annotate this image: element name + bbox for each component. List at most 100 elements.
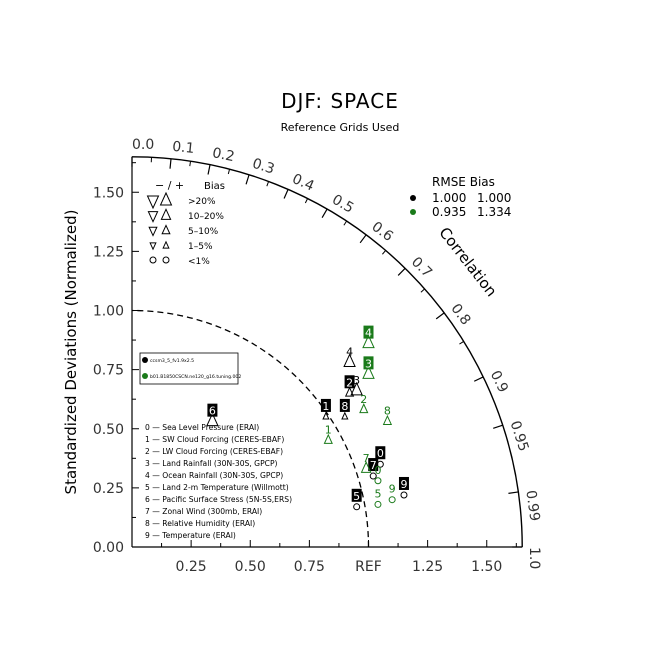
x-tick-label: 0.75 xyxy=(294,559,325,575)
data-point-ccsm3-4: 4 xyxy=(343,346,356,368)
point-label-box xyxy=(368,458,379,472)
point-label: 4 xyxy=(346,346,353,359)
y-tick-label: 1.25 xyxy=(93,244,124,260)
data-point-ccsm3-6: 6 xyxy=(206,403,219,427)
variable-label: 9 — Temperature (ERAI) xyxy=(145,531,236,540)
marker-triangle xyxy=(360,461,372,473)
x-tick-label: 1.25 xyxy=(412,559,443,575)
bias-legend-down-icon xyxy=(147,211,159,223)
bias-legend-label-header: Bias xyxy=(204,181,225,192)
point-label-box xyxy=(344,375,355,389)
bias-legend-up-icon xyxy=(160,208,172,220)
point-label-box xyxy=(398,476,409,490)
bias-legend-label: >20% xyxy=(188,197,216,207)
variable-label: 4 — Ocean Rainfall (30N-30S, GPCP) xyxy=(145,471,283,480)
point-label: 7 xyxy=(363,452,370,465)
chart-subtitle: Reference Grids Used xyxy=(281,121,400,134)
y-tick-label: 0.75 xyxy=(93,363,124,379)
data-point-ne120-7: 7 xyxy=(360,452,372,473)
variable-label: 7 — Zonal Wind (300mb, ERAI) xyxy=(145,507,262,516)
marker-triangle xyxy=(359,403,369,414)
variable-label: 5 — Land 2-m Temperature (Willmott) xyxy=(145,483,289,492)
point-label: 3 xyxy=(365,357,372,370)
rmse-bias-header: RMSE Bias xyxy=(432,175,495,189)
y-tick-label: 1.00 xyxy=(93,304,124,320)
data-point-ne120-0: 0 xyxy=(374,464,382,485)
variable-label: 3 — Land Rainfall (30N-30S, GPCP) xyxy=(145,459,278,468)
marker-triangle xyxy=(322,411,330,420)
bias-legend-label: <1% xyxy=(188,257,210,267)
corr-tick xyxy=(359,234,367,244)
outer-arc xyxy=(131,156,523,548)
bias-legend-up-icon xyxy=(159,191,173,206)
case-legend-label: b01.B1850CSCN.ne120_g16.tuning.002 xyxy=(150,374,241,380)
data-point-ne120-1: 1 xyxy=(323,424,333,444)
corr-minor-tick xyxy=(304,198,309,204)
point-label: 9 xyxy=(389,483,396,496)
case-legend-dot xyxy=(142,373,148,379)
bias-legend-down-icon xyxy=(149,242,157,251)
data-point-ccsm3-3: 3 xyxy=(350,374,363,396)
point-label: 9 xyxy=(400,478,407,491)
data-point-ccsm3-1: 1 xyxy=(320,398,331,420)
corr-minor-tick xyxy=(266,181,270,187)
corr-minor-tick xyxy=(227,169,231,175)
point-label: 2 xyxy=(346,376,353,389)
y-tick-label: 0.25 xyxy=(93,481,124,497)
point-label: 5 xyxy=(374,487,381,500)
x-tick-label: 1.50 xyxy=(471,559,502,575)
corr-tick xyxy=(321,208,328,219)
point-label-box xyxy=(339,398,350,412)
data-point-ne120-2: 2 xyxy=(359,393,369,414)
chart-title: DJF: SPACE xyxy=(281,89,399,113)
x-tick-label: 0.25 xyxy=(176,559,207,575)
corr-tick xyxy=(435,312,445,320)
marker-triangle xyxy=(206,412,219,427)
marker-triangle xyxy=(350,381,363,396)
case-legend-dot xyxy=(142,357,148,363)
corr-tick-label: 0.3 xyxy=(250,156,276,178)
data-point-ne120-8: 8 xyxy=(382,405,393,425)
x-tick-label: 0.50 xyxy=(235,559,266,575)
case-legend-box xyxy=(139,352,239,385)
rmse-legend-dot xyxy=(410,195,416,201)
point-label: 1 xyxy=(322,400,329,413)
corr-tick xyxy=(397,267,406,276)
corr-tick-label: 0.99 xyxy=(522,489,542,522)
marker-triangle xyxy=(382,414,393,425)
point-label-box xyxy=(363,325,374,339)
corr-tick-label: 0.2 xyxy=(211,145,236,165)
rmse-legend-value: 1.000 xyxy=(432,191,466,205)
corr-tick-label: 1.0 xyxy=(526,547,542,569)
marker-triangle xyxy=(323,433,333,444)
bias-legend-up-icon xyxy=(161,224,171,235)
corr-tick xyxy=(207,164,211,175)
point-label: 0 xyxy=(374,464,381,477)
bias-legend-label: 1–5% xyxy=(188,242,213,252)
rmse-legend-dot xyxy=(410,209,416,215)
x-tick-label: REF xyxy=(355,559,382,575)
marker-triangle xyxy=(344,386,355,397)
bias-legend-label: 5–10% xyxy=(188,227,219,237)
marker-circle xyxy=(369,472,377,480)
point-label-box xyxy=(207,403,218,417)
case-legend-label: ccsm3_5_fv1.9x2.5 xyxy=(150,358,194,364)
variable-label: 2 — LW Cloud Forcing (CERES-EBAF) xyxy=(145,447,283,456)
point-label: 8 xyxy=(384,405,391,418)
variable-label: 0 — Sea Level Pressure (ERAI) xyxy=(145,423,259,432)
bias-legend-down-icon xyxy=(146,195,160,210)
corr-tick-label: 0.8 xyxy=(447,301,473,328)
corr-tick xyxy=(283,189,289,199)
data-point-ccsm3-2: 2 xyxy=(344,375,355,397)
point-label: 0 xyxy=(377,447,384,460)
corr-minor-tick xyxy=(343,220,348,226)
bias-legend-circle-icon xyxy=(149,256,157,264)
bias-legend-label: 10–20% xyxy=(188,212,224,222)
data-point-ccsm3-5: 5 xyxy=(351,488,362,511)
y-axis-label: Standardized Deviations (Normalized) xyxy=(62,210,80,495)
bias-legend-up-icon xyxy=(162,240,170,249)
marker-circle xyxy=(388,496,396,504)
corr-tick-label: 0.6 xyxy=(369,219,396,245)
corr-tick xyxy=(473,376,484,382)
